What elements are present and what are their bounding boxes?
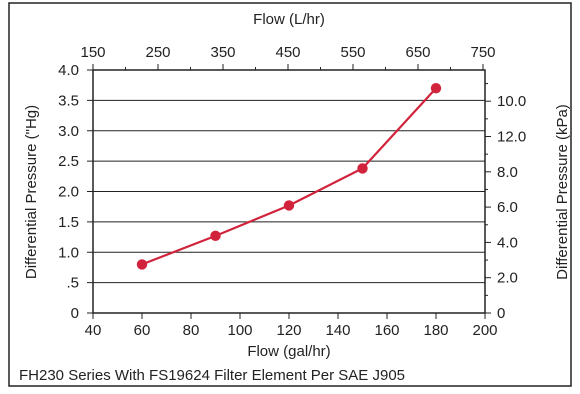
bottom-tick-label: 140 xyxy=(325,322,350,339)
left-tick-label: 1.5 xyxy=(58,214,79,231)
top-tick-label: 550 xyxy=(340,44,365,61)
left-tick-label: 4.0 xyxy=(58,62,79,79)
right-tick-label: 2.0 xyxy=(497,270,518,287)
bottom-tick-label: 60 xyxy=(134,322,151,339)
data-point xyxy=(430,83,442,94)
bottom-axis-label: Flow (gal/hr) xyxy=(247,343,330,360)
left-tick-label: 3.0 xyxy=(58,123,79,140)
left-tick-label: 1.0 xyxy=(58,244,79,261)
bottom-tick-label: 80 xyxy=(183,322,200,339)
top-axis-label: Flow (L/hr) xyxy=(253,11,325,28)
left-tick-label: 0 xyxy=(71,305,79,322)
bottom-tick-label: 40 xyxy=(85,322,102,339)
data-point xyxy=(283,200,295,211)
data-point xyxy=(210,230,221,242)
chart-border xyxy=(8,2,572,387)
grid-lines xyxy=(93,99,485,284)
top-tick-label: 250 xyxy=(145,44,170,61)
bottom-tick-label: 180 xyxy=(423,322,448,339)
left-tick-label: 2.5 xyxy=(58,153,79,170)
right-tick-label: 4.0 xyxy=(497,234,518,251)
right-tick-label: 8.0 xyxy=(497,164,518,181)
left-tick-label: .5 xyxy=(66,275,79,292)
top-tick-label: 150 xyxy=(80,44,105,61)
data-series xyxy=(136,83,442,270)
top-tick-label: 450 xyxy=(275,44,300,61)
data-point xyxy=(357,163,368,174)
right-tick-label: 0 xyxy=(497,305,505,322)
bottom-tick-label: 100 xyxy=(227,322,252,339)
top-tick-label: 650 xyxy=(405,44,430,61)
data-point xyxy=(136,259,148,270)
right-tick-label: 6.0 xyxy=(497,199,518,216)
top-tick-label: 750 xyxy=(470,44,495,61)
bottom-tick-label: 200 xyxy=(472,322,497,339)
chart-caption: FH230 Series With FS19624 Filter Element… xyxy=(19,367,405,384)
left-tick-label: 3.5 xyxy=(58,92,79,109)
series-line xyxy=(141,87,437,266)
right-axis-label: Differential Pressure (kPa) xyxy=(554,104,571,280)
left-axis-label: Differential Pressure ("Hg) xyxy=(23,105,40,279)
top-tick-label: 350 xyxy=(210,44,235,61)
left-tick-label: 2.0 xyxy=(58,184,79,201)
right-tick-label: 12.0 xyxy=(497,129,526,146)
bottom-tick-label: 120 xyxy=(276,322,301,339)
right-tick-label: 10.0 xyxy=(497,93,526,110)
bottom-tick-label: 160 xyxy=(374,322,399,339)
axis-ticks: 0 .5 1.0 1.5 2.0 2.5 3.0 3.5 4.0 40 60 80 100 120 140 1… xyxy=(58,44,526,339)
